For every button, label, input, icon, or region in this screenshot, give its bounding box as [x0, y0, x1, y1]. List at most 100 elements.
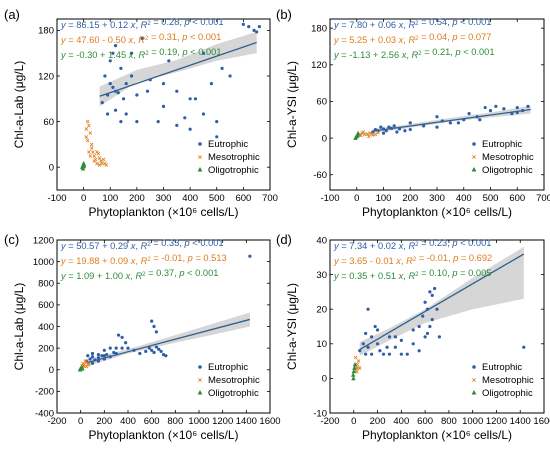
data-point-eutrophic	[483, 105, 487, 110]
data-point-mesotrophic: ×	[84, 360, 88, 367]
data-point-eutrophic	[152, 350, 156, 355]
x-tick-label: 600	[417, 416, 433, 427]
data-point-mesotrophic: ×	[96, 151, 100, 158]
data-point-eutrophic	[364, 352, 368, 356]
y-tick-label: 1200	[33, 235, 54, 246]
data-point-eutrophic	[102, 354, 106, 358]
legend-marker-mesotrophic: ×	[198, 376, 203, 385]
data-point-eutrophic	[114, 351, 118, 356]
data-point-eutrophic	[440, 119, 444, 123]
data-point-mesotrophic: ×	[91, 150, 95, 157]
y-tick-label: 1000	[33, 257, 54, 268]
data-point-eutrophic	[387, 352, 392, 356]
y-tick-label: -200	[35, 387, 54, 398]
data-point-mesotrophic: ×	[82, 364, 86, 371]
legend-label-oligotrophic: Oligotrophic	[208, 388, 259, 399]
data-point-eutrophic	[521, 109, 525, 113]
data-point-eutrophic	[395, 130, 399, 134]
legend-label-eutrophic: Eutrophic	[208, 362, 248, 373]
y-tick-label: 0	[49, 163, 54, 174]
y-tick-label: -400	[35, 408, 54, 419]
data-point-eutrophic	[113, 108, 118, 112]
y-tick-label: 20	[316, 305, 327, 316]
x-tick-label: 400	[120, 416, 136, 427]
x-axis-label: Phytoplankton (×10⁶ cells/L)	[88, 205, 238, 219]
data-point-eutrophic	[113, 44, 118, 48]
data-point-eutrophic	[147, 346, 151, 350]
data-point-mesotrophic: ×	[84, 127, 88, 134]
data-point-eutrophic	[408, 127, 412, 132]
y-tick-label: 180	[38, 26, 54, 37]
x-tick-label: 300	[429, 193, 445, 204]
data-point-mesotrophic: ×	[356, 359, 360, 366]
data-point-mesotrophic: ×	[92, 159, 96, 166]
y-tick-label: 180	[311, 23, 327, 34]
data-point-eutrophic	[411, 342, 415, 346]
legend-marker-eutrophic	[472, 142, 476, 146]
x-axis-label: Phytoplankton (×10⁶ cells/L)	[88, 428, 238, 442]
data-point-eutrophic	[366, 345, 370, 349]
data-point-oligotrophic	[355, 130, 361, 136]
legend-label-mesotrophic: Mesotrophic	[208, 375, 260, 386]
x-tick-label: 800	[441, 416, 457, 427]
data-point-eutrophic	[366, 307, 370, 311]
data-point-eutrophic	[93, 358, 97, 362]
data-point-eutrophic	[114, 346, 118, 350]
x-tick-label: 1000	[188, 416, 209, 427]
data-point-oligotrophic	[354, 134, 359, 139]
data-point-eutrophic	[175, 123, 179, 127]
legend-marker-oligotrophic	[197, 390, 203, 395]
regression-line	[359, 253, 525, 351]
x-tick-label: -100	[320, 193, 339, 204]
x-tick-label: 800	[167, 416, 183, 427]
x-tick-label: 100	[376, 193, 392, 204]
data-point-eutrophic	[392, 124, 396, 128]
regression-equation-oligotrophic: y = -1.13 + 2.56 x, R2 = 0.21, p < 0.001	[333, 47, 495, 60]
data-point-mesotrophic: ×	[88, 131, 92, 138]
data-point-mesotrophic: ×	[367, 134, 371, 141]
data-point-eutrophic	[488, 109, 493, 113]
data-point-eutrophic	[425, 307, 430, 311]
regression-equation-oligotrophic: y = -0.30 + 1.45 x, R2 = 0.19, p < 0.001	[60, 47, 222, 60]
data-point-mesotrophic: ×	[84, 134, 88, 141]
legend-marker-oligotrophic	[197, 167, 203, 172]
data-point-eutrophic	[405, 352, 409, 356]
data-point-eutrophic	[96, 356, 101, 360]
data-point-eutrophic	[159, 349, 163, 353]
data-point-oligotrophic	[80, 366, 85, 371]
regression-equation-mesotrophic: y = 5.25 + 0.03 x, R2 = 0.04, p = 0.077	[333, 32, 491, 45]
data-point-eutrophic	[119, 66, 123, 70]
y-tick-label: 60	[43, 117, 54, 128]
data-point-eutrophic	[108, 59, 112, 63]
legend-marker-eutrophic	[198, 142, 202, 146]
data-point-eutrophic	[90, 361, 95, 365]
panel-label: (d)	[276, 232, 292, 247]
legend-label-oligotrophic: Oligotrophic	[482, 388, 533, 399]
data-point-eutrophic	[129, 51, 134, 55]
data-point-mesotrophic: ×	[360, 131, 364, 138]
x-tick-label: 200	[370, 416, 386, 427]
confidence-band	[86, 312, 250, 367]
x-tick-label: 600	[509, 193, 525, 204]
x-tick-label: 1200	[212, 416, 233, 427]
data-point-mesotrophic: ×	[95, 150, 99, 157]
x-tick-label: 0	[81, 193, 86, 204]
x-tick-label: 0	[78, 416, 83, 427]
data-point-eutrophic	[90, 351, 95, 356]
data-point-eutrophic	[111, 85, 115, 89]
data-point-eutrophic	[385, 345, 389, 349]
data-point-eutrophic	[408, 121, 412, 125]
data-point-eutrophic	[422, 124, 426, 128]
data-point-eutrophic	[515, 105, 519, 110]
data-point-eutrophic	[161, 82, 166, 86]
y-tick-label: 0	[322, 133, 327, 144]
data-point-eutrophic	[389, 126, 394, 130]
data-point-eutrophic	[467, 112, 471, 116]
x-tick-label: 1600	[259, 416, 280, 427]
data-point-mesotrophic: ×	[104, 162, 108, 169]
data-point-eutrophic	[247, 25, 251, 29]
data-point-eutrophic	[175, 89, 179, 93]
plot-frame	[329, 239, 545, 414]
data-point-mesotrophic: ×	[371, 133, 375, 140]
legend: Eutrophic × Mesotrophic Oligotrophic	[471, 362, 534, 399]
